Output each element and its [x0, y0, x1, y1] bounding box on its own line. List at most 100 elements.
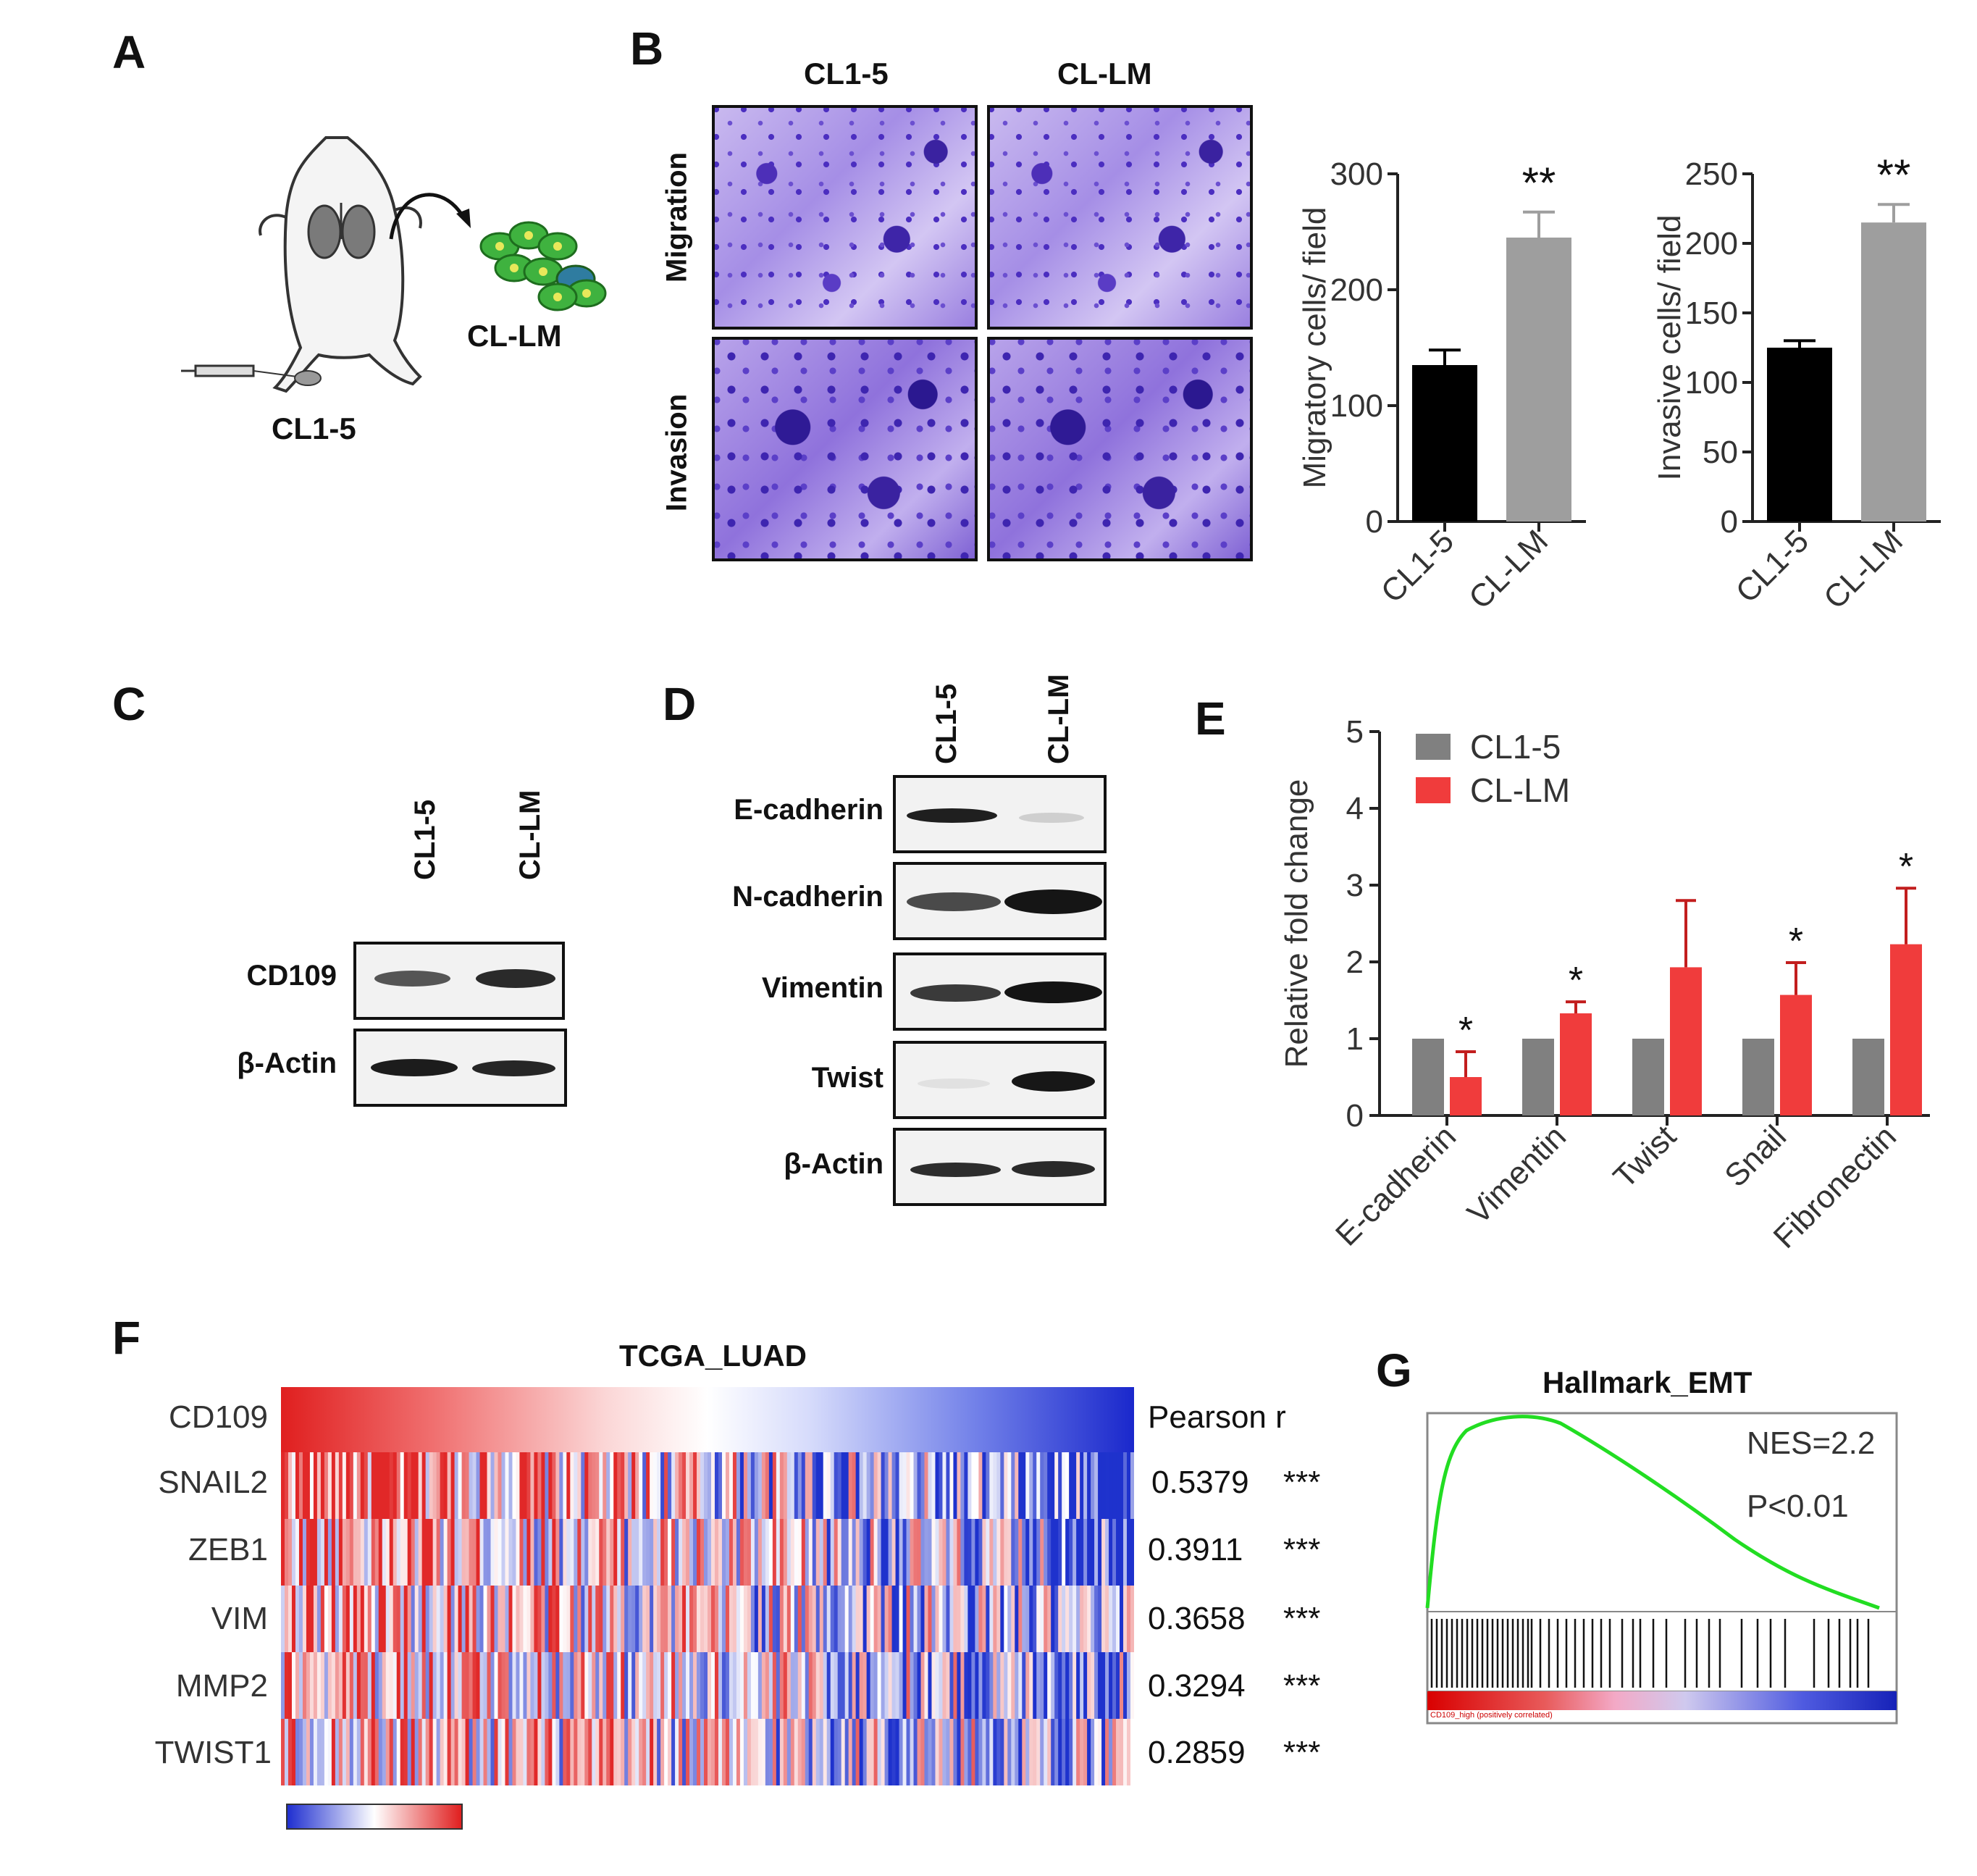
heatmap-cell — [891, 1719, 897, 1785]
heatmap-cell — [429, 1452, 434, 1519]
heatmap-cell — [682, 1719, 687, 1785]
heatmap-cell — [906, 1652, 911, 1719]
heatmap-cell — [364, 1719, 369, 1785]
y-tick-label: 0 — [1346, 1098, 1364, 1134]
heatmap-cell — [360, 1452, 365, 1519]
band — [1012, 1071, 1095, 1092]
heatmap-cell — [371, 1586, 376, 1652]
heatmap-cell — [367, 1519, 372, 1586]
gsea-phenotype-label: CD109_high (positively correlated) — [1430, 1711, 1553, 1720]
heatmap-cell — [855, 1452, 860, 1519]
heatmap-cell — [631, 1519, 636, 1586]
heatmap-cell — [924, 1719, 929, 1785]
heatmap-cell — [772, 1586, 777, 1652]
heatmap-cell — [729, 1519, 734, 1586]
heatmap-cell — [1091, 1452, 1095, 1519]
heatmap-cell — [686, 1519, 690, 1586]
heatmap-cell — [805, 1652, 810, 1719]
heatmap-cell — [378, 1652, 383, 1719]
heatmap-cell — [1044, 1719, 1048, 1785]
heatmap-cell — [606, 1519, 610, 1586]
heatmap-cell — [971, 1719, 975, 1785]
heatmap-cell — [1087, 1719, 1091, 1785]
heatmap-cell — [761, 1452, 766, 1519]
heatmap-cell — [469, 1719, 474, 1785]
heatmap-cell — [718, 1586, 723, 1652]
heatmap-cell — [1109, 1519, 1113, 1586]
heatmap-cell — [287, 1452, 293, 1519]
heatmap-cell — [603, 1719, 607, 1785]
heatmap-cell — [1091, 1719, 1095, 1785]
heatmap-cell — [414, 1452, 419, 1519]
heatmap-cell — [739, 1652, 744, 1719]
heatmap-cell — [978, 1586, 983, 1652]
heatmap-cell — [559, 1652, 563, 1719]
heatmap-cell — [516, 1586, 521, 1652]
heatmap-cell — [324, 1452, 329, 1519]
heatmap-expression-rows — [281, 1452, 1134, 1785]
bar-cl-lm-snail — [1780, 994, 1812, 1115]
heatmap-cell — [411, 1519, 416, 1586]
heatmap-cell — [697, 1452, 701, 1519]
heatmap-cell — [374, 1719, 379, 1785]
heatmap-cell — [1127, 1719, 1131, 1785]
heatmap-cell — [345, 1586, 351, 1652]
heatmap-cell — [729, 1719, 734, 1785]
heatmap-cell — [1025, 1519, 1030, 1586]
micrograph-row-label-invasion: Invasion — [660, 393, 693, 512]
heatmap-cell — [617, 1586, 621, 1652]
heatmap-cell — [1058, 1452, 1062, 1519]
sig-stars-mmp2: *** — [1283, 1668, 1321, 1704]
heatmap-cell — [360, 1719, 365, 1785]
heatmap-cell — [588, 1452, 592, 1519]
heatmap-cell — [826, 1719, 831, 1785]
heatmap-cell — [1015, 1519, 1019, 1586]
heatmap-cell — [747, 1652, 752, 1719]
heatmap-cell — [642, 1452, 647, 1519]
heatmap-cell — [743, 1586, 748, 1652]
heatmap-cell — [508, 1719, 513, 1785]
bar-cl-lm-twist — [1670, 967, 1702, 1115]
heatmap-cell — [884, 1719, 889, 1785]
significance-marker: ** — [1877, 151, 1911, 199]
heatmap-cell — [971, 1586, 975, 1652]
heatmap-cell — [739, 1519, 744, 1586]
heatmap-cell — [888, 1652, 893, 1719]
heatmap-cell — [866, 1519, 871, 1586]
heatmap-cell — [400, 1652, 405, 1719]
heatmap-cell — [960, 1519, 965, 1586]
heatmap-cell — [639, 1719, 643, 1785]
heatmap-cell — [1073, 1652, 1077, 1719]
heatmap-cell — [581, 1519, 585, 1586]
heatmap-cell — [967, 1519, 972, 1586]
heatmap-cell — [1011, 1586, 1015, 1652]
heatmap-cell — [852, 1586, 857, 1652]
heatmap-cell — [757, 1519, 763, 1586]
heatmap-cell — [432, 1452, 437, 1519]
heatmap-cell — [302, 1652, 307, 1719]
heatmap-cell — [812, 1586, 817, 1652]
heatmap-cell — [704, 1586, 708, 1652]
heatmap-cell — [353, 1519, 358, 1586]
heatmap-cell — [714, 1519, 719, 1586]
heatmap-cell — [309, 1586, 314, 1652]
heatmap-cell — [1062, 1719, 1066, 1785]
heatmap-cell — [287, 1519, 293, 1586]
heatmap-cell — [873, 1586, 878, 1652]
heatmap-cell — [768, 1719, 773, 1785]
heatmap-cell — [530, 1719, 535, 1785]
heatmap-cell — [1040, 1452, 1044, 1519]
heatmap-cell — [964, 1719, 968, 1785]
significance-marker: * — [1569, 960, 1583, 1002]
heatmap-cell — [624, 1719, 629, 1785]
heatmap-cell — [617, 1652, 621, 1719]
bar-cl1-5-twist — [1632, 1039, 1664, 1115]
heatmap-cell — [805, 1586, 810, 1652]
heatmap-cell — [826, 1452, 831, 1519]
heatmap-cell — [610, 1586, 614, 1652]
blot-d-vimentin — [893, 952, 1107, 1031]
heatmap-cell — [342, 1519, 347, 1586]
heatmap-cell — [859, 1452, 864, 1519]
heatmap-cell — [465, 1719, 470, 1785]
heatmap-cell — [729, 1652, 734, 1719]
